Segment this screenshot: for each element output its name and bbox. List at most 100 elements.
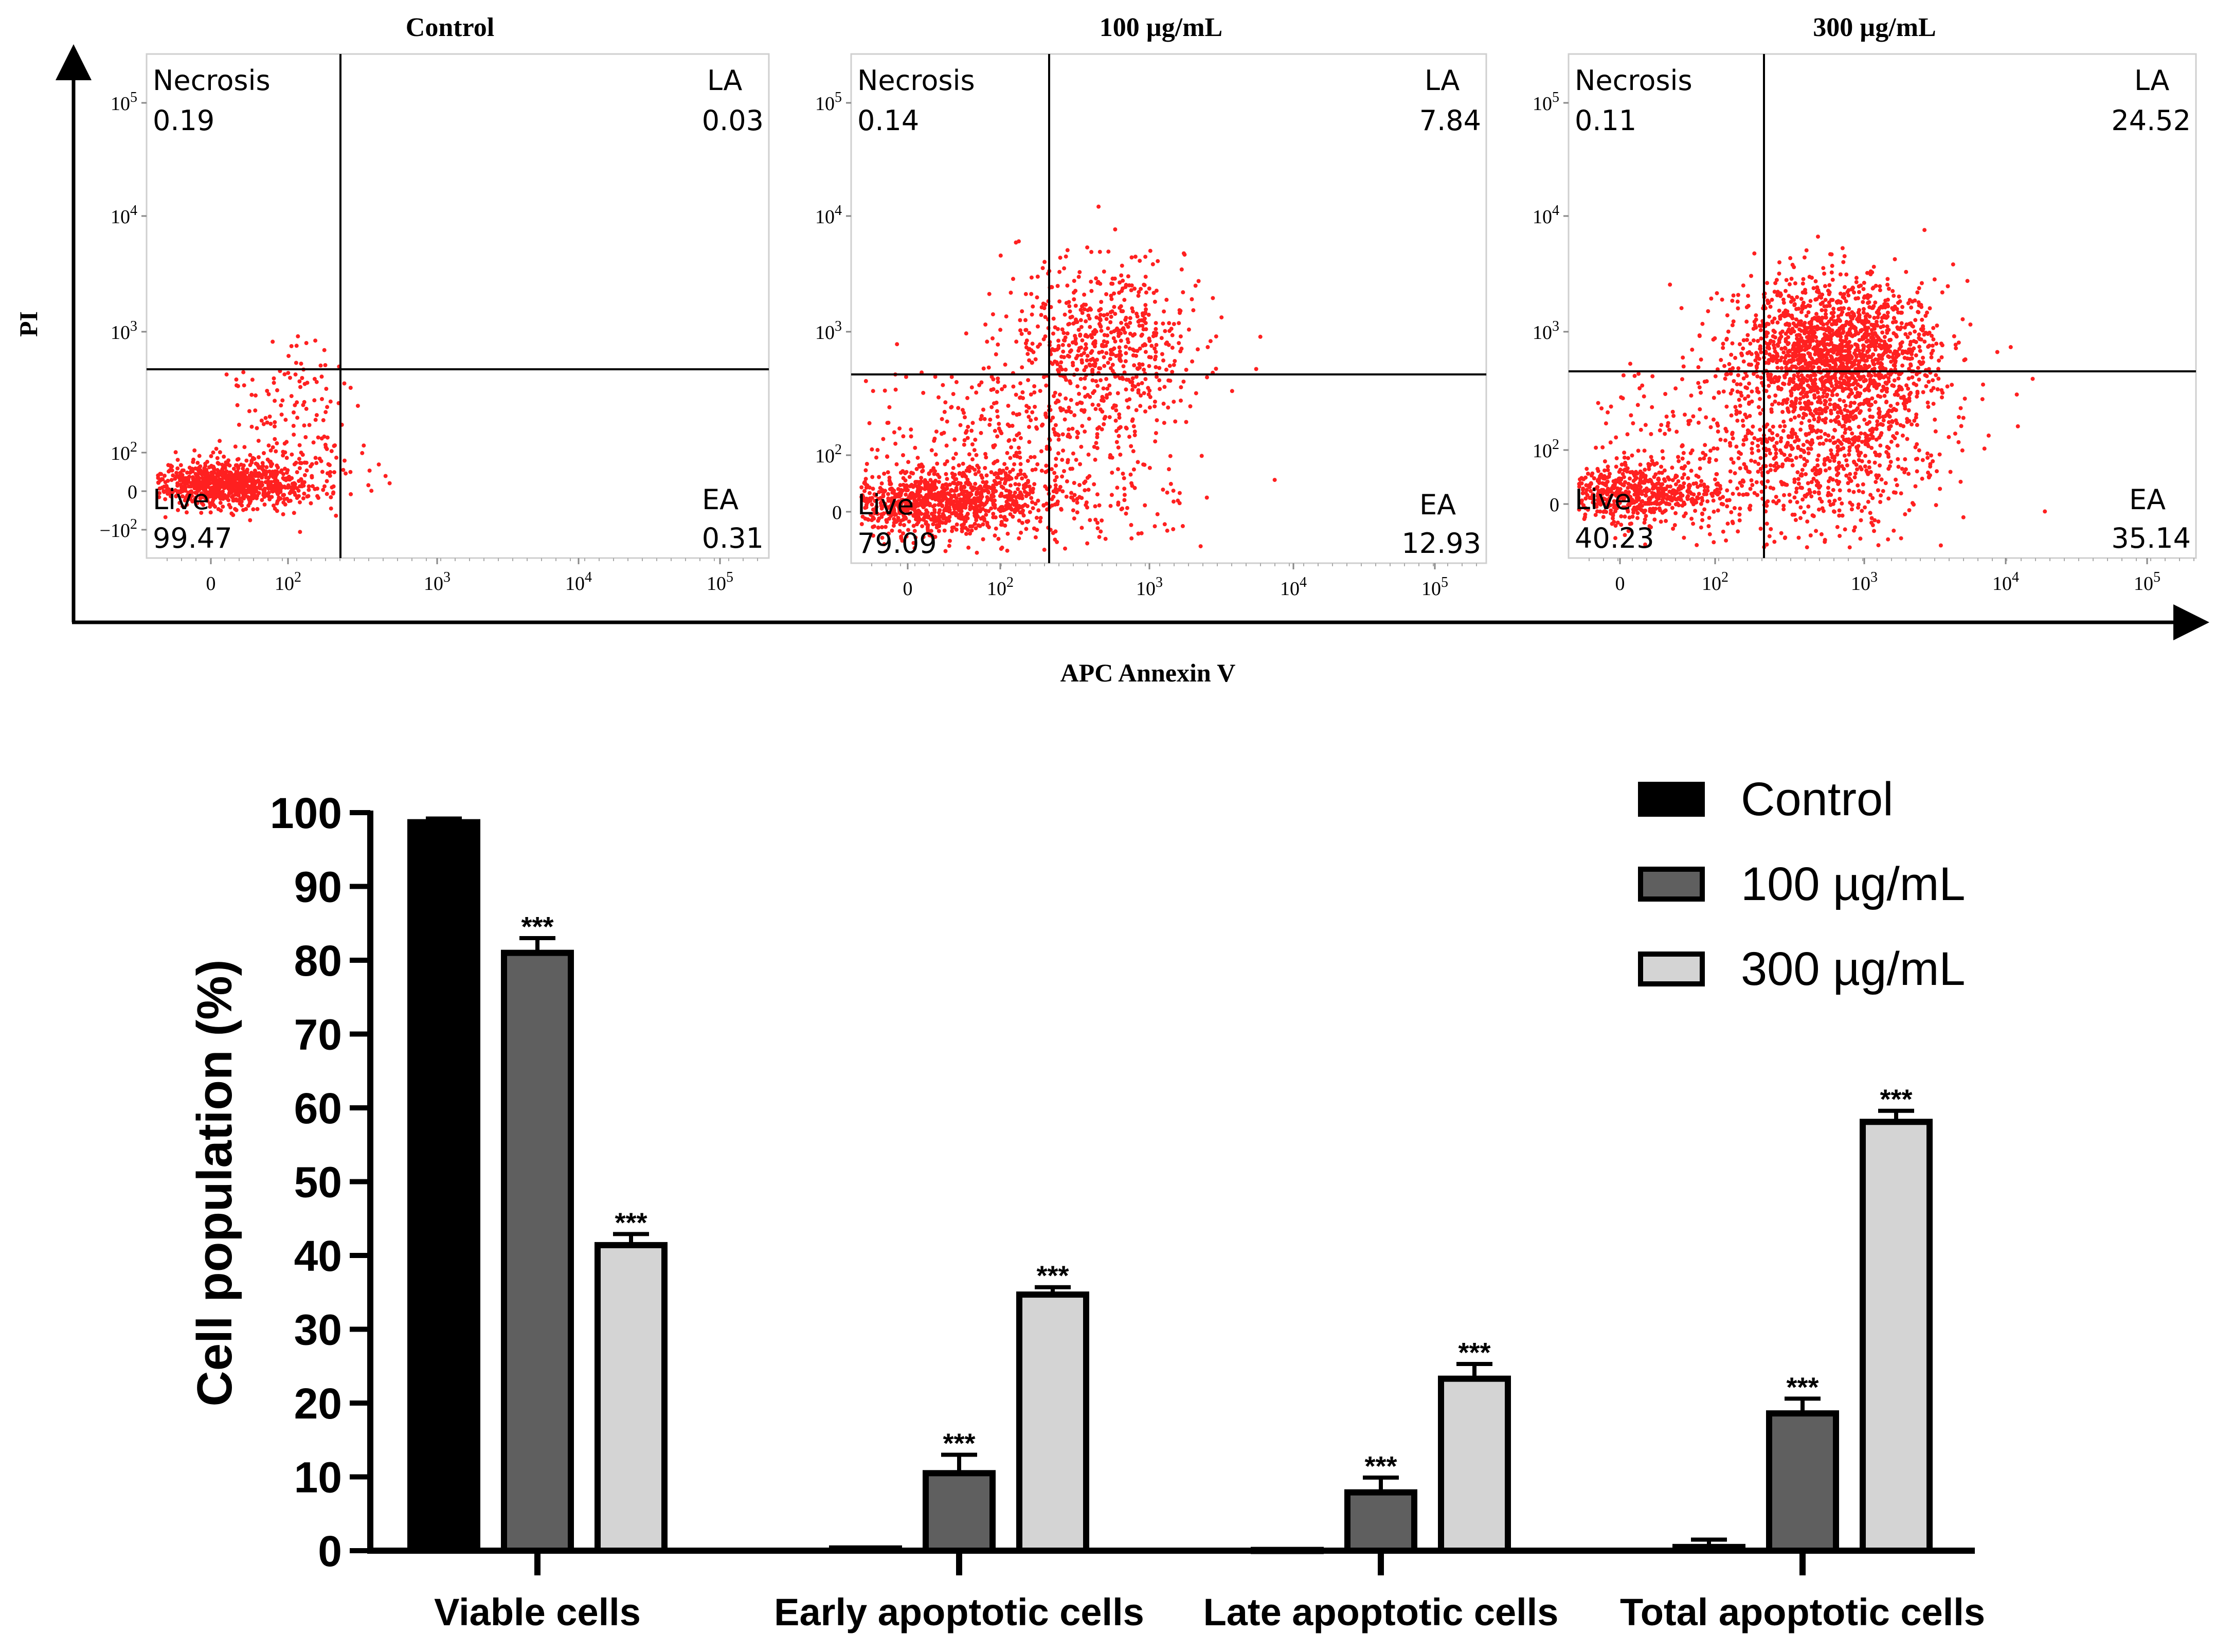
- quadrant-ea-label: EA: [2129, 483, 2166, 516]
- bar: [501, 949, 574, 1554]
- legend-label: 100 µg/mL: [1741, 858, 1966, 910]
- quadrant-ea-label: EA: [702, 483, 739, 516]
- significance-label: ***: [1880, 1084, 1912, 1115]
- quadrant-live-value: 40.23: [1575, 522, 1654, 554]
- flow-x-axis-label: APC Annexin V: [1060, 658, 1236, 687]
- quadrant-necrosis-label: Necrosis: [857, 64, 975, 97]
- flow-panel-frame: [1568, 53, 2197, 559]
- flow-cytometry-section: PI APC Annexin V Control Necrosis 0.19 LA 0.…: [14, 13, 2209, 687]
- bar-y-tick-label: 10: [294, 1453, 342, 1502]
- significance-label: ***: [521, 911, 553, 942]
- legend-swatch: [1638, 867, 1705, 902]
- bar-y-tick-label: 20: [294, 1379, 342, 1428]
- flow-x-tick-label: 102: [275, 569, 301, 595]
- flow-scatter-dots: [859, 204, 1277, 555]
- flow-y-tick-label: 102: [111, 439, 137, 464]
- bar-x-tick-label: Early apoptotic cells: [774, 1591, 1144, 1633]
- bar: [1860, 1119, 1933, 1554]
- flow-y-tick-label: 103: [815, 318, 842, 344]
- flow-x-tick-label: 104: [1992, 569, 2019, 595]
- bar-y-tick-label: 60: [294, 1084, 342, 1133]
- flow-x-tick-label: 102: [1702, 569, 1728, 595]
- bar-y-tick-label: 50: [294, 1158, 342, 1207]
- flow-x-tick-label: 103: [1136, 574, 1163, 600]
- significance-label: ***: [1458, 1337, 1490, 1368]
- flow-y-tick-label: 105: [111, 89, 137, 115]
- significance-label: ***: [1036, 1261, 1069, 1291]
- bar-marks: *** *** *** *** *** *** *** ***: [407, 816, 1933, 1554]
- flow-panel-1: Control Necrosis 0.19 LA 0.03 Live 99.47 EA 0.31…: [100, 13, 770, 595]
- quadrant-ea-value: 0.31: [702, 522, 764, 554]
- bar-y-tick-label: 90: [294, 863, 342, 911]
- bar-y-tick-label: 70: [294, 1011, 342, 1059]
- bar: [1438, 1375, 1511, 1554]
- quadrant-la-label: LA: [1425, 64, 1460, 97]
- bar-y-tick-label: 0: [318, 1527, 342, 1575]
- quadrant-necrosis-label: Necrosis: [153, 64, 271, 97]
- quadrant-ea-label: EA: [1419, 489, 1456, 521]
- flow-scatter-dots: [156, 334, 392, 534]
- quadrant-la-label: LA: [2134, 64, 2169, 97]
- bar-y-axis: 0 10 20 30 40 50 60 70 80 90 100: [270, 789, 373, 1575]
- quadrant-la-label: LA: [707, 64, 742, 97]
- bar-x-tick-label: Late apoptotic cells: [1203, 1591, 1559, 1633]
- flow-x-tick-label: 105: [1421, 574, 1448, 600]
- flow-y-tick-label: 103: [111, 318, 137, 344]
- flow-x-tick-label: 102: [987, 574, 1014, 600]
- quadrant-ea-value: 12.93: [1401, 527, 1481, 560]
- bar: [1672, 1543, 1745, 1554]
- flow-y-tick-label: 103: [1533, 318, 1559, 344]
- flow-panel-title: Control: [406, 13, 494, 42]
- bar-y-axis-label: Cell population (%): [187, 959, 242, 1406]
- quadrant-necrosis-label: Necrosis: [1575, 64, 1692, 97]
- flow-x-tick-label: 0: [1615, 573, 1625, 595]
- flow-x-tick-label: 105: [2134, 569, 2160, 595]
- flow-y-tick-label: 102: [1533, 437, 1559, 462]
- quadrant-la-value: 7.84: [1419, 104, 1481, 137]
- legend-label: Control: [1741, 773, 1894, 825]
- quadrant-live-value: 79.09: [857, 527, 937, 560]
- flow-y-tick-label: 105: [815, 89, 842, 115]
- legend-swatch: [1638, 951, 1705, 986]
- bar: [1016, 1291, 1089, 1554]
- flow-x-tick-label: 104: [1280, 574, 1307, 600]
- bar: [1251, 1547, 1324, 1554]
- bar: [595, 1242, 668, 1554]
- bar-y-tick-label: 100: [270, 789, 342, 837]
- quadrant-ea-value: 35.14: [2111, 522, 2191, 554]
- flow-y-tick-label: 104: [1533, 203, 1559, 228]
- significance-label: ***: [943, 1428, 975, 1459]
- legend-label: 300 µg/mL: [1741, 943, 1966, 995]
- quadrant-la-value: 24.52: [2111, 104, 2191, 137]
- flow-y-axis-label: PI: [14, 311, 43, 337]
- quadrant-la-value: 0.03: [702, 104, 764, 137]
- bar-legend: Control 100 µg/mL 300 µg/mL: [1638, 773, 1966, 995]
- flow-x-tick-label: 105: [707, 569, 733, 595]
- flow-y-tick-label: 104: [815, 203, 842, 228]
- quadrant-live-value: 99.47: [153, 522, 232, 554]
- flow-panel-frame: [146, 53, 770, 559]
- flow-x-tick-label: 103: [424, 569, 451, 595]
- flow-panel-3: 300 µg/mL Necrosis 0.11 LA 24.52 Live 40.23 EA 3…: [1533, 13, 2197, 595]
- bar-chart: 0 10 20 30 40 50 60 70 80 90 100 Viable cells Early…: [187, 773, 1985, 1633]
- flow-panel-title: 300 µg/mL: [1813, 13, 1936, 42]
- quadrant-necrosis-value: 0.11: [1575, 104, 1636, 137]
- quadrant-live-label: Live: [153, 483, 209, 516]
- legend-swatch: [1638, 782, 1705, 817]
- bar-y-tick-label: 30: [294, 1306, 342, 1354]
- bar-y-tick-label: 80: [294, 937, 342, 985]
- bar: [407, 819, 480, 1554]
- flow-panel-title: 100 µg/mL: [1100, 13, 1222, 42]
- flow-y-tick-label: 105: [1533, 89, 1559, 115]
- quadrant-necrosis-value: 0.19: [153, 104, 214, 137]
- bar-y-tick-label: 40: [294, 1232, 342, 1280]
- flow-y-tick-label: −102: [100, 516, 137, 542]
- flow-y-tick-label: 0: [832, 502, 842, 524]
- flow-y-tick-label: 102: [815, 442, 842, 467]
- bar: [829, 1545, 902, 1554]
- flow-x-tick-label: 103: [1851, 569, 1878, 595]
- flow-y-tick-label: 0: [128, 481, 137, 503]
- flow-panel-frame: [850, 53, 1487, 564]
- bar-x-tick-label: Total apoptotic cells: [1620, 1591, 1985, 1633]
- flow-x-tick-label: 0: [206, 573, 216, 595]
